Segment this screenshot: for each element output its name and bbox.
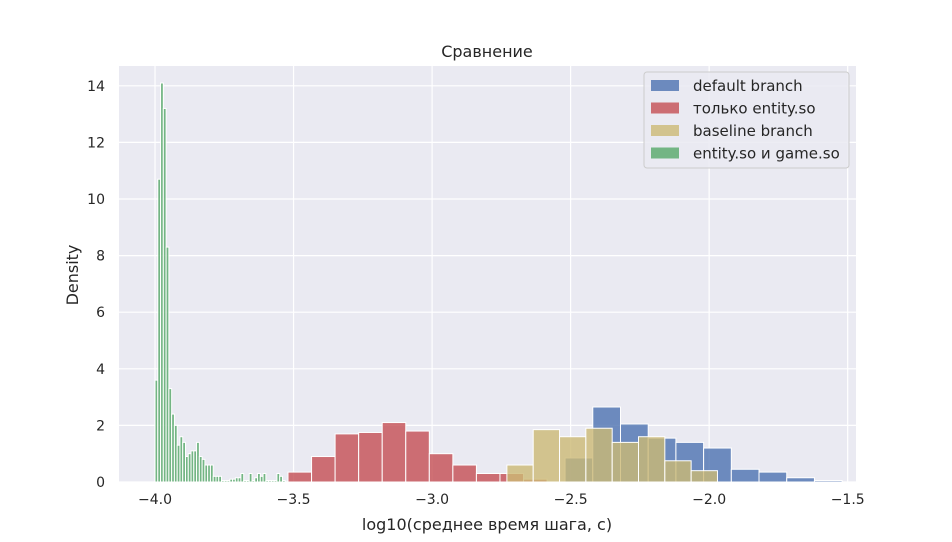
y-tick-label: 12 [87,135,105,151]
histogram-bar [209,464,214,483]
chart-title: Сравнение [441,42,533,61]
x-tick-label: −1.5 [831,492,865,508]
x-tick-label: −3.5 [277,492,311,508]
x-tick-label: −2.0 [692,492,726,508]
histogram-bar [381,422,407,483]
histogram-bar [638,436,666,483]
legend: default branch только entity.so baseline b… [643,71,850,169]
histogram-bar [358,431,383,483]
legend-swatch [651,147,679,159]
histogram-bar [281,480,286,483]
x-axis-label: log10(среднее время шага, с) [362,515,612,534]
y-axis-label: Density [63,245,82,306]
histogram-bar [452,464,477,483]
x-tick-label: −2.5 [554,492,588,508]
histogram-bar [559,436,587,483]
histogram-bar [165,246,170,483]
histogram-bar [664,460,692,483]
histogram-bar [428,453,454,483]
histogram-bar [506,464,534,483]
histogram-bar [279,475,283,483]
x-axis-ticks: −4.0 −3.5 −3.0 −2.5 −2.0 −1.5 [138,492,865,508]
y-tick-label: 2 [96,418,105,434]
legend-box [643,71,850,169]
histogram-bar [405,430,430,483]
histogram-bar [262,473,267,483]
legend-swatch [651,102,679,114]
y-tick-label: 10 [87,192,105,208]
histogram-bar [813,480,843,483]
y-tick-label: 14 [87,79,105,95]
histogram-bar [334,433,360,483]
y-tick-label: 6 [96,305,105,321]
histogram-bar [585,427,613,483]
y-tick-label: 4 [96,362,105,378]
histogram-bars [154,82,843,483]
histogram-bar [730,468,760,483]
histogram-bar [758,471,788,483]
histogram-bar [240,473,245,483]
legend-entry: baseline branch [693,122,813,140]
legend-entry: default branch [693,77,803,95]
grid-lines [119,66,856,483]
x-tick-label: −3.0 [415,492,449,508]
y-axis-ticks: 0 2 4 6 8 10 12 14 [87,79,105,491]
histogram-bar [311,456,336,483]
histogram-bar [475,473,501,483]
y-tick-label: 8 [96,249,105,265]
histogram-bar [287,471,313,483]
histogram-bar [218,475,223,483]
histogram-bar [532,429,561,483]
x-tick-label: −4.0 [138,492,172,508]
histogram-bar [786,477,815,483]
legend-entry: entity.so и game.so [693,145,840,163]
y-tick-label: 0 [96,475,105,491]
histogram-bar [248,473,253,483]
legend-entry: только entity.so [693,100,816,118]
histogram-bar [611,441,640,483]
legend-swatch [651,125,679,136]
histogram-bar [690,470,718,483]
legend-swatch [651,80,679,91]
